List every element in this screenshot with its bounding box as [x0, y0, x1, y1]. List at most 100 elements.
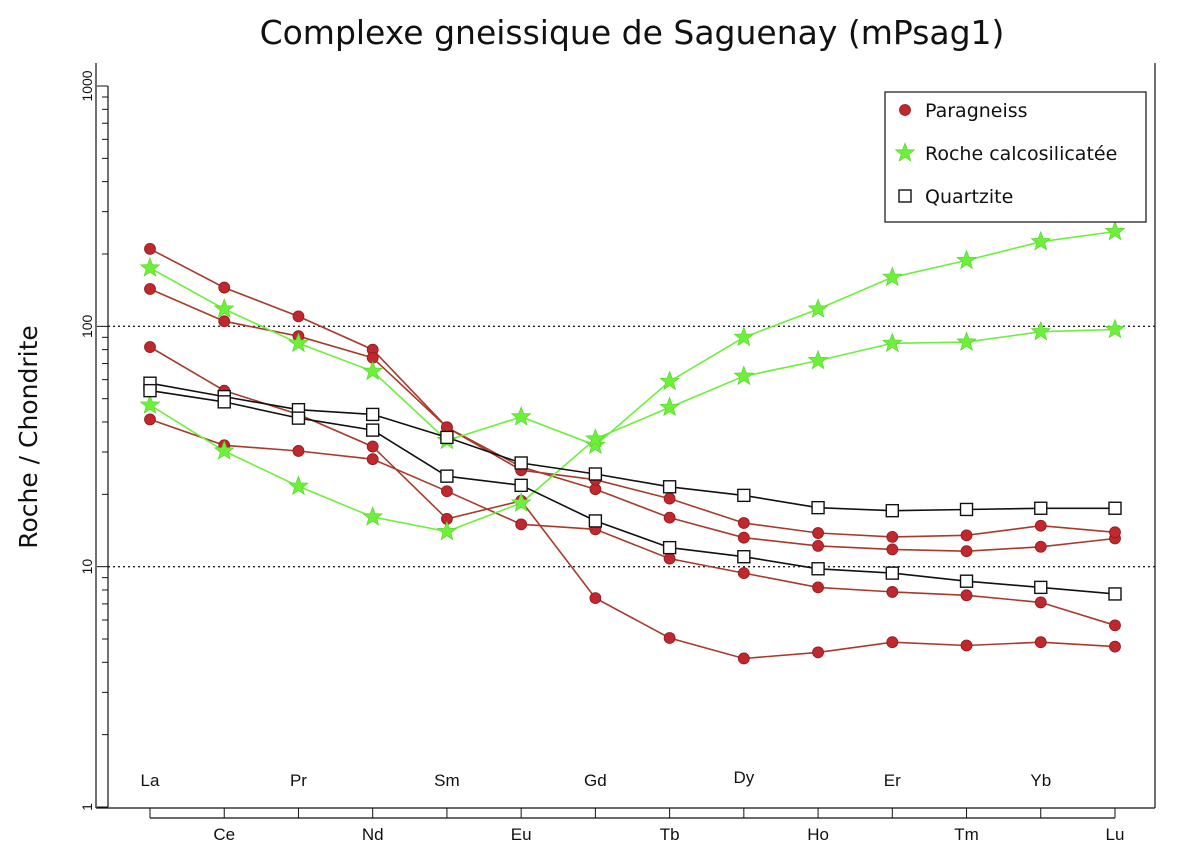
- group-square-2: [149, 382, 1116, 595]
- x-tick-label-nd: Nd: [362, 825, 384, 844]
- data-point-square: [1108, 587, 1122, 601]
- data-point-circle: [663, 511, 676, 524]
- data-point-star: [807, 298, 829, 318]
- data-point-star: [213, 440, 235, 460]
- data-point-circle: [1034, 596, 1047, 609]
- x-tick-label-lu: Lu: [1106, 825, 1125, 844]
- chart-title: Complexe gneissique de Saguenay (mPsag1): [260, 13, 1005, 52]
- data-point-circle: [663, 492, 676, 505]
- data-point-square: [1034, 501, 1048, 515]
- data-point-star: [213, 298, 235, 318]
- data-point-star: [659, 370, 680, 391]
- data-point-circle: [663, 632, 676, 644]
- data-point-star: [288, 475, 309, 496]
- y-tick-label: 1: [79, 803, 95, 811]
- data-point-circle: [886, 636, 899, 649]
- data-point-square: [737, 488, 751, 503]
- data-point-star: [585, 434, 606, 455]
- x-tick-label-dy: Dy: [733, 768, 754, 787]
- series-layer: [139, 220, 1126, 665]
- data-point-square: [588, 514, 603, 528]
- x-tick-label-la: La: [141, 771, 160, 790]
- data-point-circle: [292, 445, 305, 457]
- data-point-circle: [663, 552, 676, 565]
- data-point-circle: [1109, 619, 1121, 632]
- data-point-star: [733, 365, 755, 386]
- data-point-circle: [144, 413, 156, 426]
- data-point-square: [365, 423, 380, 437]
- data-point-star: [288, 332, 309, 353]
- y-tick-label: 100: [79, 314, 95, 338]
- x-tick-label-sm: Sm: [434, 771, 460, 790]
- data-point-circle: [737, 567, 750, 580]
- data-point-circle: [144, 283, 156, 295]
- data-point-star: [733, 326, 755, 347]
- data-point-square: [588, 467, 603, 481]
- series-line-circle-1: [149, 288, 1116, 538]
- data-point-star: [1104, 318, 1126, 339]
- legend-box: [884, 91, 1147, 223]
- data-point-square: [217, 395, 231, 409]
- data-point-star: [659, 396, 680, 417]
- data-point-square: [1034, 580, 1048, 595]
- x-tick-label-er: Er: [884, 771, 901, 790]
- data-point-circle: [1109, 640, 1121, 653]
- data-point-circle: [886, 543, 899, 556]
- data-point-circle: [218, 315, 231, 328]
- data-point-square: [143, 383, 157, 398]
- data-point-circle: [144, 341, 156, 353]
- data-point-star: [362, 360, 384, 381]
- legend-marker-square: [898, 189, 912, 203]
- data-point-star: [956, 331, 977, 351]
- data-point-circle: [960, 545, 973, 558]
- data-point-square: [1108, 501, 1122, 515]
- x-tick-label-ho: Ho: [807, 825, 829, 844]
- data-point-circle: [737, 517, 750, 529]
- data-point-square: [885, 503, 899, 518]
- y-tick-label: 10: [79, 559, 95, 575]
- data-point-circle: [812, 540, 824, 552]
- data-point-star: [1030, 230, 1052, 251]
- data-point-square: [662, 540, 677, 555]
- data-point-circle: [960, 529, 973, 542]
- x-tick-label-ce: Ce: [213, 825, 235, 844]
- data-point-circle: [218, 281, 231, 294]
- series-line-star-0: [149, 230, 1116, 447]
- data-point-star: [1104, 220, 1126, 241]
- data-point-star: [956, 249, 977, 270]
- data-point-square: [514, 478, 528, 493]
- markers-circle-0: [144, 242, 1121, 665]
- group-star-1: [149, 230, 1116, 533]
- x-tick-label-tb: Tb: [660, 825, 680, 844]
- data-point-star: [436, 520, 458, 541]
- legend-label: Paragneiss: [925, 100, 1028, 122]
- data-point-square: [291, 411, 306, 425]
- data-point-square: [811, 500, 825, 515]
- y-axis-label: Roche / Chondrite: [14, 325, 43, 549]
- data-point-circle: [812, 581, 824, 594]
- data-point-star: [362, 506, 384, 526]
- legend-label: Quartzite: [925, 186, 1013, 208]
- markers-star-1: [139, 220, 1126, 541]
- legend-label: Roche calcosilicatée: [925, 143, 1117, 165]
- data-point-square: [737, 550, 751, 564]
- data-point-circle: [737, 652, 750, 665]
- series-line-circle-3: [149, 418, 1116, 627]
- series-line-square-0: [149, 382, 1115, 512]
- data-point-circle: [515, 518, 528, 531]
- data-point-star: [585, 428, 606, 448]
- data-point-star: [139, 257, 161, 277]
- data-point-circle: [960, 639, 973, 652]
- data-point-star: [510, 492, 532, 512]
- legend-marker-star: [894, 142, 916, 162]
- data-point-circle: [886, 531, 899, 543]
- data-point-circle: [886, 586, 899, 598]
- data-point-square: [959, 574, 974, 588]
- series-line-circle-0: [149, 248, 1116, 553]
- data-point-circle: [1034, 519, 1047, 532]
- x-tick-label-yb: Yb: [1030, 771, 1051, 790]
- data-point-circle: [812, 527, 824, 539]
- data-point-star: [807, 349, 829, 370]
- data-point-square: [440, 430, 454, 445]
